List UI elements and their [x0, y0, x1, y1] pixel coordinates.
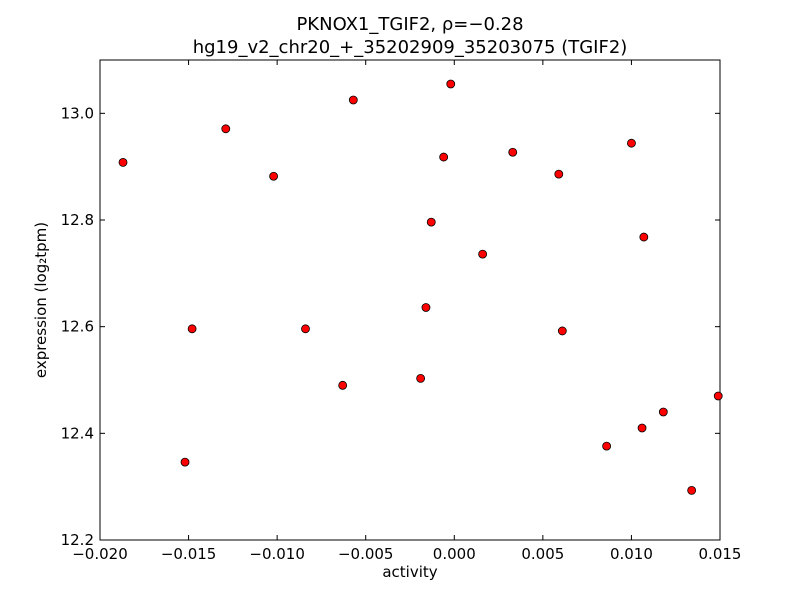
data-point [301, 324, 310, 334]
y-tick-label: 13.0 [61, 104, 94, 122]
y-tick-label: 12.2 [61, 531, 94, 549]
y-tick-label: 12.6 [61, 318, 94, 336]
data-point [658, 407, 668, 417]
data-point [338, 380, 348, 390]
data-point [426, 217, 436, 227]
data-point [180, 457, 190, 467]
plot-area: −0.020 −0.015 −0.010 −0.005 0.000 0.005 0.010 0… [61, 59, 742, 563]
x-tick-label: −0.010 [249, 545, 305, 563]
data-point [439, 152, 449, 162]
x-tick-label: 0.010 [610, 545, 653, 563]
data-point [554, 169, 564, 179]
data-point [713, 391, 723, 401]
data-point [687, 485, 697, 495]
data-point [602, 441, 612, 451]
y-tick-label: 12.4 [61, 424, 94, 442]
plot-frame [99, 59, 721, 541]
data-point [446, 79, 456, 89]
data-point [348, 95, 358, 105]
data-point [478, 249, 488, 259]
x-tick-label: 0.000 [433, 545, 476, 563]
chart-title-line1: PKNOX1_TGIF2, ρ=−0.28 [296, 14, 523, 35]
y-tick-label: 12.8 [61, 211, 94, 229]
y-axis-label: expression (log₂tpm) [32, 222, 50, 378]
data-point [421, 303, 431, 312]
chart-title-line2: hg19_v2_chr20_+_35202909_35203075 (TGIF2… [193, 37, 628, 58]
data-point [637, 423, 647, 433]
data-point [639, 232, 649, 242]
x-tick-label: −0.005 [338, 545, 394, 563]
data-point [557, 326, 567, 336]
data-point [416, 373, 426, 383]
data-point [187, 324, 197, 334]
x-tick-label: −0.015 [161, 545, 217, 563]
x-tick-label: 0.005 [521, 545, 564, 563]
data-point [221, 124, 231, 134]
data-point [269, 171, 279, 181]
x-axis-label: activity [382, 563, 437, 581]
x-tick-label: 0.015 [699, 545, 742, 563]
data-point [118, 157, 128, 167]
data-point [627, 138, 636, 148]
data-point [508, 147, 518, 157]
x-tick-label: −0.020 [72, 545, 128, 563]
